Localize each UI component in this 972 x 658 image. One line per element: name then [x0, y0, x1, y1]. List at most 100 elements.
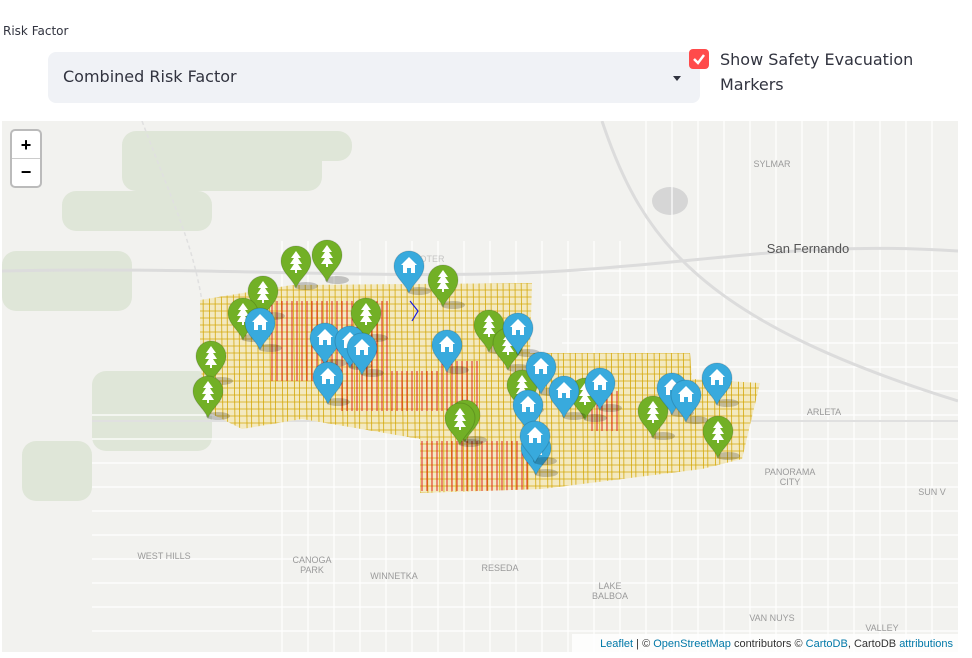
safety-marker[interactable] [350, 297, 388, 342]
tree-icon [205, 346, 217, 368]
risk-street [424, 283, 429, 493]
highway [141, 121, 203, 302]
place-label: CANOGA [292, 555, 331, 565]
evacuation-marker[interactable] [584, 367, 622, 412]
attribution-link[interactable]: OpenStreetMap [653, 638, 731, 650]
place-label: WEST HILLS [137, 551, 190, 561]
checkbox-label[interactable]: Show Safety Evacuation Markers [720, 50, 914, 94]
place-label: PARK [300, 565, 324, 575]
park-area [22, 441, 92, 501]
tree-icon [202, 381, 214, 403]
safety-marker[interactable] [637, 395, 675, 440]
park-area [232, 131, 352, 161]
home-icon [709, 369, 725, 385]
tree-icon [360, 303, 372, 325]
home-icon [317, 329, 333, 345]
marker-pin [393, 250, 425, 295]
park-area [62, 191, 212, 231]
home-icon [510, 319, 526, 335]
safety-marker[interactable] [280, 245, 318, 290]
evacuation-marker[interactable] [244, 307, 282, 352]
select-value: Combined Risk Factor [63, 67, 237, 86]
risk-street [436, 283, 441, 493]
risk-street [484, 283, 489, 493]
marker-shadow [458, 439, 482, 447]
evacuation-marker[interactable] [346, 332, 384, 377]
evacuation-marker[interactable] [431, 329, 469, 374]
place-label: RESEDA [481, 563, 518, 573]
tree-icon [454, 408, 466, 430]
check-icon [693, 54, 705, 65]
tree-icon [483, 315, 495, 337]
home-icon [520, 396, 536, 412]
tree-icon [321, 245, 333, 267]
risk-street [472, 283, 477, 493]
risk-select[interactable]: Combined Risk Factor [48, 52, 700, 103]
risk-street [496, 283, 501, 493]
zoom-out[interactable]: − [21, 162, 32, 182]
attribution-link[interactable]: Leaflet [600, 638, 633, 650]
place-label: WINNETKA [370, 571, 418, 581]
marker-shadow [294, 282, 318, 290]
home-icon [592, 374, 608, 390]
home-icon [527, 427, 543, 443]
marker-shadow [651, 432, 675, 440]
safety-marker[interactable] [311, 239, 349, 284]
marker-pin [548, 375, 580, 420]
marker-shadow [407, 287, 431, 295]
marker-shadow [258, 344, 282, 352]
safety-marker[interactable] [444, 402, 482, 447]
attribution: Leaflet | © OpenStreetMap contributors ©… [600, 638, 953, 650]
attribution-link[interactable]: attributions [899, 638, 953, 650]
marker-pin [701, 362, 733, 407]
evacuation-marker[interactable] [525, 351, 563, 396]
safety-marker[interactable] [427, 264, 465, 309]
place-label: CITY [780, 477, 801, 487]
safety-marker[interactable] [702, 415, 740, 460]
evacuation-marker[interactable] [519, 420, 557, 465]
tree-icon [437, 270, 449, 292]
marker-pin [431, 329, 463, 374]
marker-shadow [534, 469, 558, 477]
marker-shadow [684, 416, 708, 424]
marker-pin [502, 312, 534, 357]
home-icon [439, 336, 455, 352]
place-label: SYLMAR [753, 159, 791, 169]
place-label: ARLETA [807, 407, 841, 417]
evacuation-marker[interactable] [701, 362, 739, 407]
place-label: LAKE [598, 581, 621, 591]
attribution-text: contributors © [731, 638, 806, 650]
place-label: San Fernando [767, 241, 849, 256]
checkbox[interactable] [689, 49, 709, 69]
marker-pin [512, 389, 544, 434]
risk-street [448, 283, 453, 493]
place-label: OTER [419, 254, 445, 264]
evacuation-marker[interactable] [548, 375, 586, 420]
evacuation-marker[interactable] [312, 361, 350, 406]
select-label: Risk Factor [3, 24, 69, 38]
marker-shadow [562, 412, 586, 420]
marker-shadow [715, 399, 739, 407]
zoom-in[interactable]: + [21, 135, 32, 155]
home-icon [401, 257, 417, 273]
marker-shadow [441, 301, 465, 309]
tree-icon [712, 421, 724, 443]
marker-pin [584, 367, 616, 412]
marker-shadow [326, 398, 350, 406]
home-icon [252, 314, 268, 330]
marker-shadow [463, 436, 487, 444]
attribution-link[interactable]: CartoDB [806, 638, 848, 650]
boundary [409, 300, 419, 322]
home-icon [556, 382, 572, 398]
place-label: PANORAMA [765, 467, 816, 477]
park-area [92, 371, 212, 451]
marker-shadow [206, 412, 230, 420]
safety-marker[interactable] [192, 375, 230, 420]
highway [2, 246, 958, 277]
marker-shadow [533, 457, 557, 465]
risk-street [460, 283, 465, 493]
evacuation-marker[interactable] [670, 379, 708, 424]
evacuation-marker[interactable] [393, 250, 431, 295]
